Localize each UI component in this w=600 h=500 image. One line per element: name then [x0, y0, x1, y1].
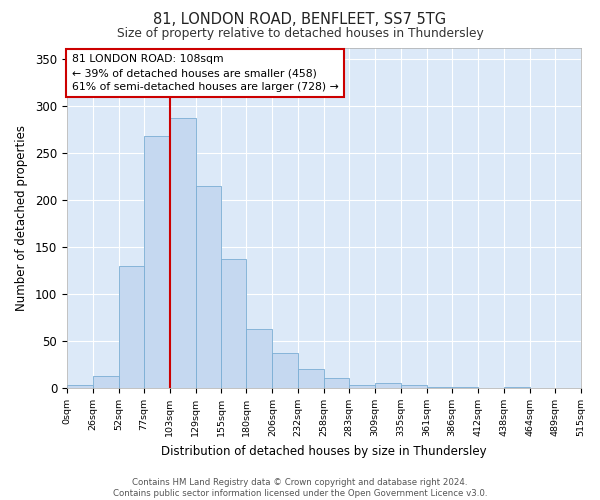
- Bar: [247, 328, 272, 388]
- Bar: [170, 118, 196, 388]
- Bar: [119, 266, 144, 388]
- Bar: [144, 136, 170, 388]
- X-axis label: Distribution of detached houses by size in Thundersley: Distribution of detached houses by size …: [161, 444, 487, 458]
- Bar: [221, 259, 247, 388]
- Bar: [93, 376, 119, 388]
- Bar: [67, 385, 93, 388]
- Text: 81, LONDON ROAD, BENFLEET, SS7 5TG: 81, LONDON ROAD, BENFLEET, SS7 5TG: [154, 12, 446, 28]
- Bar: [375, 383, 401, 388]
- Text: 81 LONDON ROAD: 108sqm
← 39% of detached houses are smaller (458)
61% of semi-de: 81 LONDON ROAD: 108sqm ← 39% of detached…: [72, 54, 338, 92]
- Text: Size of property relative to detached houses in Thundersley: Size of property relative to detached ho…: [116, 28, 484, 40]
- Bar: [401, 385, 427, 388]
- Bar: [349, 385, 375, 388]
- Bar: [504, 387, 530, 388]
- Bar: [298, 369, 324, 388]
- Text: Contains HM Land Registry data © Crown copyright and database right 2024.
Contai: Contains HM Land Registry data © Crown c…: [113, 478, 487, 498]
- Bar: [452, 387, 478, 388]
- Bar: [272, 353, 298, 388]
- Bar: [427, 387, 452, 388]
- Y-axis label: Number of detached properties: Number of detached properties: [15, 124, 28, 310]
- Bar: [324, 378, 349, 388]
- Bar: [196, 186, 221, 388]
